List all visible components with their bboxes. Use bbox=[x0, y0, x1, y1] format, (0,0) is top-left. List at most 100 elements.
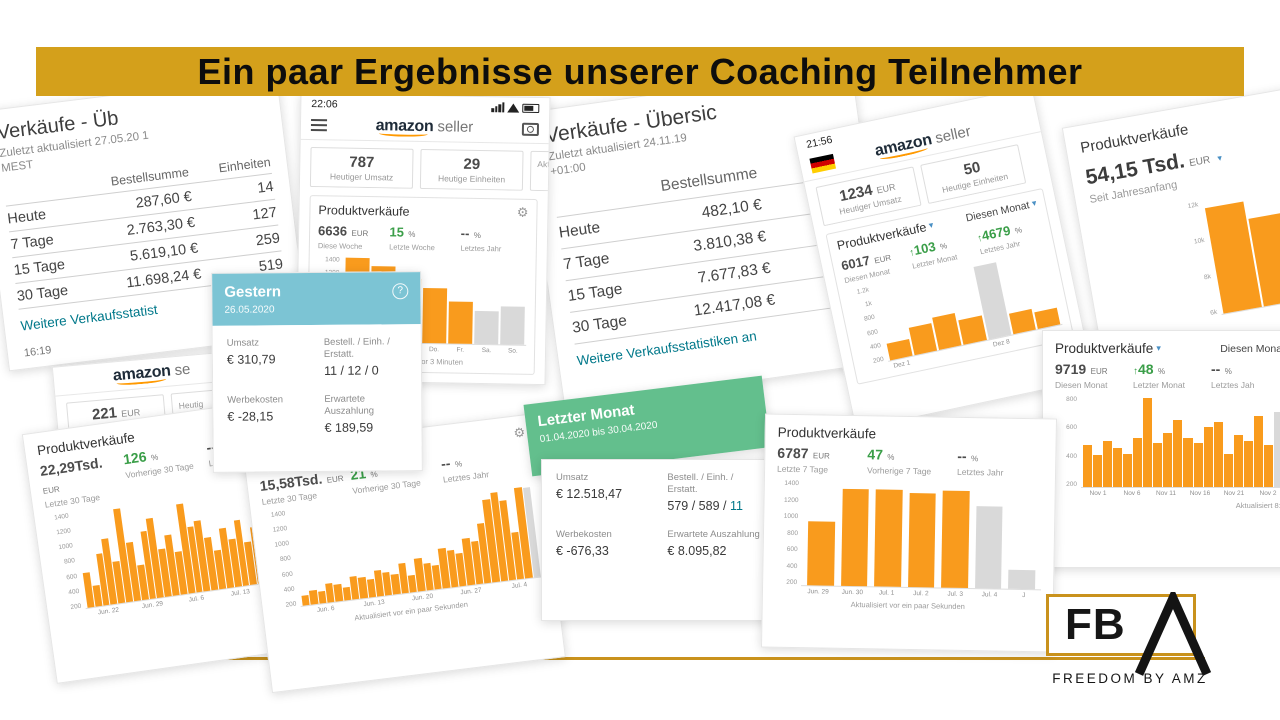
umsatz-label: Umsatz bbox=[226, 337, 259, 349]
chart-bar bbox=[317, 591, 327, 604]
y-axis-label: 400 bbox=[67, 587, 80, 597]
row-units: 14 bbox=[256, 178, 275, 197]
stat-heutige-einheiten[interactable]: 29 Heutige Einheiten bbox=[419, 148, 524, 191]
metric-label: Diesen Monat bbox=[1055, 380, 1108, 390]
x-axis-label bbox=[963, 343, 989, 355]
seller-wordmark: se bbox=[173, 360, 192, 380]
werbekosten-label: Werbekosten bbox=[227, 394, 284, 406]
chart-bar bbox=[1163, 433, 1173, 487]
x-axis-label: Dez 1 bbox=[892, 359, 911, 370]
x-axis-label: So. bbox=[507, 347, 518, 355]
chart-bar bbox=[1123, 453, 1133, 487]
stat-value: 29 bbox=[463, 155, 481, 173]
metric-unit: EUR bbox=[812, 451, 830, 461]
chevron-down-icon[interactable]: ▾ bbox=[1031, 198, 1038, 210]
metrics-row: 9719 EUR Diesen Monat ↑48 % Letzter Mona… bbox=[1055, 361, 1280, 390]
footer-divider-line bbox=[75, 657, 1205, 660]
gestern-summary-card: Gestern ? 26.05.2020 Umsatz € 310,79 Bes… bbox=[211, 271, 423, 473]
seller-wordmark: seller bbox=[933, 122, 973, 147]
x-axis-label: J bbox=[1022, 591, 1026, 600]
metric-unit: EUR bbox=[42, 484, 61, 496]
x-axis-label: Do. bbox=[428, 346, 440, 354]
y-axis-label: 400 bbox=[786, 562, 798, 570]
metric-unit: EUR bbox=[351, 228, 369, 239]
chart-bar bbox=[807, 521, 835, 586]
metric-diesen-monat: 9719 EUR Diesen Monat bbox=[1055, 361, 1129, 390]
chart-bar bbox=[1233, 434, 1243, 487]
chart-bar bbox=[1223, 453, 1233, 487]
settings-gear-icon[interactable]: ⚙ bbox=[516, 205, 529, 221]
metric-vorherige-30-tage: 126 % Vorherige 30 Tage bbox=[122, 440, 208, 498]
bestellungen-cell: Bestell. / Einh. / Erstatt. 11 / 12 / 0 bbox=[324, 336, 407, 377]
date-label: 26.05.2020 bbox=[224, 304, 275, 316]
period-selector[interactable]: Diesen Monat bbox=[1220, 342, 1280, 355]
y-axis-label: 1400 bbox=[784, 479, 799, 488]
stat-heutiger-umsatz[interactable]: 787 Heutiger Umsatz bbox=[309, 147, 414, 189]
umsatz-cell: Umsatz € 310,79 bbox=[227, 337, 314, 379]
settings-gear-icon[interactable]: ⚙ bbox=[512, 425, 527, 442]
chart-bar bbox=[1083, 445, 1093, 487]
y-axis-label: 800 bbox=[63, 557, 76, 567]
y-axis-label: 800 bbox=[279, 555, 292, 564]
section-title: Produktverkäufe bbox=[1055, 341, 1154, 356]
metric-label: Vorherige 7 Tage bbox=[867, 465, 932, 477]
row-units: 127 bbox=[251, 204, 278, 224]
y-axis-label: 6k bbox=[1209, 308, 1218, 317]
menu-icon[interactable] bbox=[310, 116, 328, 134]
werbekosten-value: € -28,15 bbox=[227, 409, 274, 424]
row-label: 15 Tage bbox=[12, 256, 66, 280]
panel-header: Produktverkäufe bbox=[778, 425, 1044, 445]
metric-letztes-jahr: -- % Letztes Jahr bbox=[957, 448, 1043, 478]
metric-value: 6787 bbox=[777, 444, 809, 462]
stat-unit: EUR bbox=[875, 181, 897, 196]
y-axis-label: 1400 bbox=[270, 510, 286, 519]
chevron-down-icon[interactable]: ▾ bbox=[1156, 343, 1161, 354]
werbekosten-cell: Werbekosten € -28,15 bbox=[227, 394, 314, 436]
y-axis-label: 200 bbox=[285, 600, 297, 609]
fba-caption: FREEDOM BY AMZ bbox=[1052, 671, 1208, 686]
y-axis-label: 1200 bbox=[55, 527, 72, 537]
metric-unit: % bbox=[1158, 367, 1166, 376]
metric-label: Letztes Jah bbox=[1211, 380, 1255, 390]
x-axis-label: Fr. bbox=[456, 346, 465, 354]
auszahlung-cell: Erwartete Auszahlung € 8.095,82 bbox=[667, 529, 764, 558]
panel-header: Produktverkäufe ▾ Diesen Monat bbox=[1055, 341, 1280, 356]
section-title: Produktverkäufe bbox=[318, 202, 410, 219]
metric-unit: EUR bbox=[1090, 367, 1108, 376]
panel-header: Produktverkäufe ⚙ bbox=[318, 202, 528, 221]
row-label: 30 Tage bbox=[16, 282, 70, 305]
metric-value: -- bbox=[440, 454, 452, 472]
updated-text: Aktualisiert 8:1 bbox=[1235, 501, 1280, 510]
y-axis-label: 200 bbox=[1066, 480, 1077, 488]
werbekosten-cell: Werbekosten € -676,33 bbox=[556, 529, 657, 558]
chart-bar bbox=[1008, 569, 1036, 590]
amazon-smile-icon bbox=[378, 130, 429, 138]
row-label: Heute bbox=[6, 206, 47, 228]
help-icon[interactable]: ? bbox=[392, 282, 409, 299]
x-axis-label: Nov 1 bbox=[1089, 490, 1107, 497]
chart-bar bbox=[500, 306, 525, 345]
metric-label: Letzte Woche bbox=[389, 242, 435, 253]
umsatz-cell: Umsatz € 12.518,47 bbox=[556, 472, 657, 513]
summary-body: Umsatz € 310,79 Bestell. / Einh. / Ersta… bbox=[212, 324, 422, 448]
metric-label: Letzter Monat bbox=[1133, 380, 1185, 390]
german-flag-icon[interactable] bbox=[809, 153, 836, 173]
y-axis-label: 800 bbox=[1066, 396, 1077, 403]
metric-letztes-jahr: -- % Letztes Jahr bbox=[460, 225, 528, 254]
chart-bar bbox=[941, 490, 970, 589]
x-axis-label: Jun. 30 bbox=[841, 588, 864, 597]
x-axis-label bbox=[914, 353, 940, 365]
chevron-down-icon[interactable]: ▾ bbox=[1216, 153, 1223, 165]
stat-cut[interactable]: Akt bbox=[529, 150, 549, 192]
camera-icon[interactable] bbox=[521, 122, 540, 136]
chevron-down-icon[interactable]: ▾ bbox=[928, 220, 935, 232]
x-axis-label: Jul. 2 bbox=[913, 590, 929, 598]
erstattungen-link[interactable]: 11 bbox=[729, 498, 743, 513]
metric-letzte-7-tage: 6787 EUR Letzte 7 Tage bbox=[777, 445, 863, 475]
fba-logo-a-triangle bbox=[1134, 592, 1212, 676]
x-axis-label: Nov 6 bbox=[1123, 490, 1141, 497]
auszahlung-value: € 189,59 bbox=[324, 420, 374, 435]
x-axis-label: Nov 2 bbox=[1259, 490, 1277, 497]
weekly-product-sales-card: Produktverkäufe 6787 EUR Letzte 7 Tage 4… bbox=[760, 413, 1058, 653]
